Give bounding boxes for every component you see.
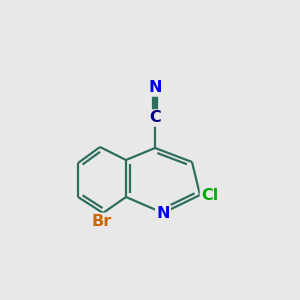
Text: C: C — [149, 110, 161, 125]
Text: N: N — [148, 80, 162, 95]
Text: N: N — [156, 206, 170, 220]
Text: Br: Br — [92, 214, 112, 229]
Text: Cl: Cl — [201, 188, 218, 202]
